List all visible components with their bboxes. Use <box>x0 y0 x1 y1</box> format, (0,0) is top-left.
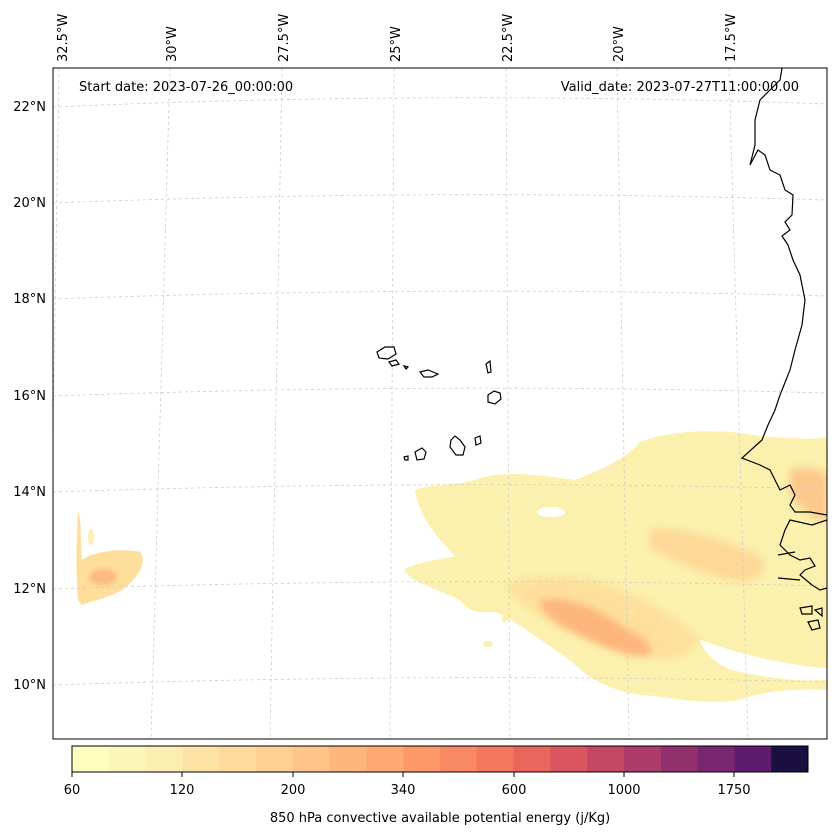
island-santa-luzia <box>402 365 410 370</box>
colorbar-swatch <box>182 746 220 772</box>
lon-label: 32.5°W <box>56 14 71 62</box>
lat-label: 20°N <box>13 196 46 211</box>
colorbar-frame <box>71 745 809 773</box>
colorbar-swatch <box>550 746 588 772</box>
lon-label: 20°W <box>612 26 627 62</box>
cape-west-core <box>89 569 117 585</box>
island-maio <box>474 435 482 446</box>
lat-label: 18°N <box>13 292 46 307</box>
latitude-labels: 22°N 20°N 18°N 16°N 14°N 12°N 10°N <box>13 100 46 693</box>
map-panel <box>53 68 827 739</box>
island-sao-vicente <box>387 359 401 367</box>
colorbar-swatch <box>145 746 183 772</box>
colorbar-swatch <box>440 746 478 772</box>
colorbar-swatch <box>403 746 441 772</box>
lat-label: 12°N <box>13 582 46 597</box>
colorbar-label: 850 hPa convective available potential e… <box>270 811 610 826</box>
colorbar-swatch <box>476 746 515 772</box>
valid-date-label: Valid_date: 2023-07-27T11:00:00.00 <box>561 80 799 95</box>
colorbar <box>72 746 809 772</box>
cape-hole <box>537 507 565 517</box>
cape-region-east <box>790 467 827 520</box>
colorbar-tick-label: 120 <box>170 783 195 798</box>
island-sal <box>485 359 492 374</box>
colorbar-ticks: 60 120 200 340 600 1000 1750 <box>64 772 751 798</box>
colorbar-tick-label: 200 <box>281 783 306 798</box>
island-sao-nicolau <box>418 369 440 378</box>
lon-label: 25°W <box>389 26 404 62</box>
start-date-label: Start date: 2023-07-26_00:00:00 <box>79 80 293 95</box>
colorbar-swatch <box>108 746 147 772</box>
cape-west-speck <box>88 529 94 545</box>
island-santo-antao <box>376 346 397 360</box>
island-boa-vista <box>487 390 502 405</box>
island-fogo <box>414 447 427 461</box>
colorbar-swatch <box>219 746 257 772</box>
colorbar-swatch <box>587 746 625 772</box>
africa-coast <box>740 68 827 516</box>
colorbar-swatch <box>256 746 294 772</box>
cape-field <box>404 431 827 702</box>
map-frame <box>52 67 828 740</box>
lat-label: 14°N <box>13 485 46 500</box>
colorbar-tick-label: 600 <box>502 783 527 798</box>
cape-white-cut <box>700 640 827 681</box>
lon-label: 30°W <box>165 26 180 62</box>
lat-label: 16°N <box>13 389 46 404</box>
colorbar-tick-label: 340 <box>391 783 416 798</box>
colorbar-swatch <box>513 746 551 772</box>
lon-label: 22.5°W <box>501 14 516 62</box>
colorbar-swatch <box>697 746 735 772</box>
cape-speck <box>483 641 493 647</box>
coastlines <box>740 68 827 631</box>
colorbar-tick-label: 60 <box>64 783 81 798</box>
cape-field-west <box>76 512 143 605</box>
colorbar-swatch <box>660 746 699 772</box>
africa-coast-south <box>779 519 827 591</box>
cape-region-main <box>404 431 827 702</box>
lon-label: 17.5°W <box>724 14 739 62</box>
cape-verde-islands <box>376 346 502 461</box>
river-inlets <box>777 551 801 581</box>
colorbar-swatch <box>292 746 331 772</box>
island-santiago <box>449 435 466 456</box>
cape-region-high <box>540 599 651 656</box>
colorbar-swatch <box>366 746 404 772</box>
colorbar-swatch <box>72 746 110 772</box>
lat-label: 10°N <box>13 678 46 693</box>
colorbar-tick-label: 1000 <box>607 783 640 798</box>
lon-label: 27.5°W <box>277 14 292 62</box>
colorbar-swatch <box>771 746 809 772</box>
colorbar-tick-label: 1750 <box>717 783 750 798</box>
cape-region-mid-2 <box>650 529 764 581</box>
colorbar-swatch <box>624 746 662 772</box>
island-brava <box>403 455 409 461</box>
bissau-islands <box>799 605 823 631</box>
longitude-labels: 32.5°W 30°W 27.5°W 25°W 22.5°W 20°W 17.5… <box>56 14 739 62</box>
gridlines <box>53 68 827 739</box>
lat-label: 22°N <box>13 100 46 115</box>
colorbar-swatch <box>734 746 772 772</box>
colorbar-swatch <box>329 746 367 772</box>
cape-speck <box>501 616 509 622</box>
